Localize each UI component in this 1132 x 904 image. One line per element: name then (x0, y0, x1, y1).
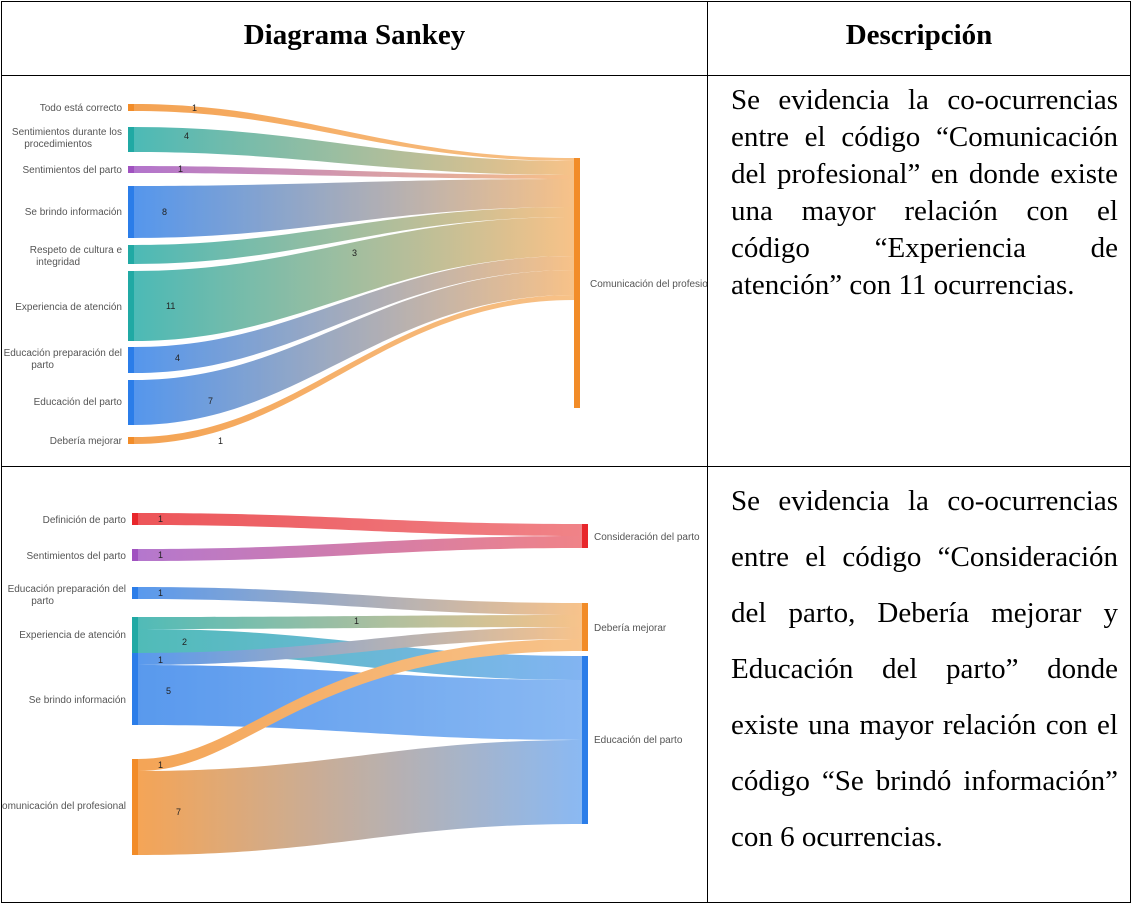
sankey1-node (128, 271, 134, 341)
sankey1-flow (134, 270, 574, 425)
sankey2-label: Experiencia de atención (19, 630, 126, 641)
sankey2-flow (138, 615, 582, 629)
sankey1-flow (134, 127, 574, 175)
sankey1-flow (134, 207, 574, 264)
sankey2-flow (138, 513, 582, 536)
sankey1-value: 3 (352, 248, 357, 258)
row2-description: Se evidencia la co-ocurrencias entre el … (731, 485, 1118, 853)
table-row-divider (1, 466, 1131, 467)
sankey1-node (128, 104, 134, 111)
sankey2-value: 5 (166, 686, 171, 696)
sankey1-node (128, 437, 134, 444)
sankey2-flow (138, 536, 582, 561)
sankey1-value: 11 (166, 301, 175, 311)
sankey2-label: Comunicación del profesional (2, 801, 126, 812)
header-description: Descripción (845, 19, 993, 51)
sankey2-node (132, 617, 138, 653)
sankey2-node (132, 653, 138, 725)
sankey2-node (132, 549, 138, 561)
sankey2-target-node (582, 656, 588, 824)
sankey1-label: parto (31, 360, 54, 371)
sankey2-value: 1 (158, 655, 163, 665)
sankey2-label: Definición de parto (43, 515, 127, 526)
sankey2-flow (138, 639, 582, 771)
sankey2-flow (138, 587, 582, 615)
sankey2-flow (138, 665, 582, 740)
sankey1-flow (134, 217, 574, 341)
sankey2-target-label: Consideración del parto (594, 532, 700, 543)
table-border-top (1, 1, 1131, 2)
sankey1-label: Educación preparación del (4, 348, 122, 359)
sankey1-value: 7 (208, 396, 213, 406)
sankey1-target-label: Comunicación del profesional (590, 279, 707, 290)
sankey2-flow (138, 627, 582, 665)
table-column-divider (707, 1, 708, 903)
sankey2-node (132, 513, 138, 525)
sankey1-label: Se brindo información (25, 207, 122, 218)
sankey1-flow (134, 166, 574, 179)
sankey2-value: 1 (158, 588, 163, 598)
sankey2-value: 7 (176, 807, 181, 817)
sankey1-label: Experiencia de atención (15, 302, 122, 313)
sankey1-node (128, 347, 134, 373)
sankey1-node (128, 166, 134, 173)
sankey1-label: Educación del parto (34, 397, 123, 408)
sankey2-label: Se brindo información (29, 695, 126, 706)
sankey1-label: procedimientos (24, 139, 92, 150)
sankey1-value: 4 (175, 353, 180, 363)
sankey1-value: 4 (184, 131, 189, 141)
sankey2-node (132, 587, 138, 599)
sankey1-node (128, 186, 134, 238)
sankey1-node (128, 245, 134, 264)
sankey2-flow (138, 740, 582, 855)
sankey1-label: Sentimientos del parto (22, 165, 122, 176)
sankey2-node (132, 759, 138, 855)
sankey1-label: Debería mejorar (50, 436, 123, 447)
sankey1-value: 8 (162, 207, 167, 217)
table-border-left (1, 1, 2, 903)
table-border-right (1130, 1, 1131, 903)
header-sankey: Diagrama Sankey (243, 19, 466, 51)
sankey1-flow (134, 256, 574, 373)
sankey2-target-label: Debería mejorar (594, 623, 667, 634)
sankey1-label: integridad (36, 257, 80, 268)
table-header-divider (1, 75, 1131, 76)
table-border-bottom (1, 902, 1131, 903)
sankey2-label: parto (31, 596, 54, 607)
sankey2-value: 2 (182, 637, 187, 647)
sankey1-value: 1 (178, 164, 183, 174)
sankey2-target-node (582, 603, 588, 651)
sankey1-label: Sentimientos durante los (12, 127, 122, 138)
sankey2-flow (138, 629, 582, 680)
sankey1-flow (134, 104, 574, 161)
sankey2-value: 1 (354, 616, 359, 626)
sankey1-node (128, 380, 134, 425)
row1-description: Se evidencia la co-ocurrencias entre el … (731, 84, 1118, 301)
sankey-diagram-1: Comunicación del profesional Todo está c… (4, 103, 707, 447)
sankey2-value: 1 (158, 514, 163, 524)
sankey1-target-node (574, 158, 580, 408)
sankey1-label: Respeto de cultura e (30, 245, 123, 256)
sankey2-value: 1 (158, 550, 163, 560)
sankey-diagram-2: Consideración del parto Debería mejorar … (2, 513, 700, 855)
sankey2-value: 1 (158, 760, 163, 770)
sankey2-target-node (582, 524, 588, 548)
sankey2-label: Sentimientos del parto (26, 551, 126, 562)
sankey2-target-label: Educación del parto (594, 735, 683, 746)
sankey1-value: 1 (218, 436, 223, 446)
sankey1-value: 1 (192, 103, 197, 113)
sankey1-flow (134, 179, 574, 238)
sankey1-label: Todo está correcto (40, 103, 123, 114)
sankey2-label: Educación preparación del (8, 584, 126, 595)
sankey1-node (128, 127, 134, 152)
